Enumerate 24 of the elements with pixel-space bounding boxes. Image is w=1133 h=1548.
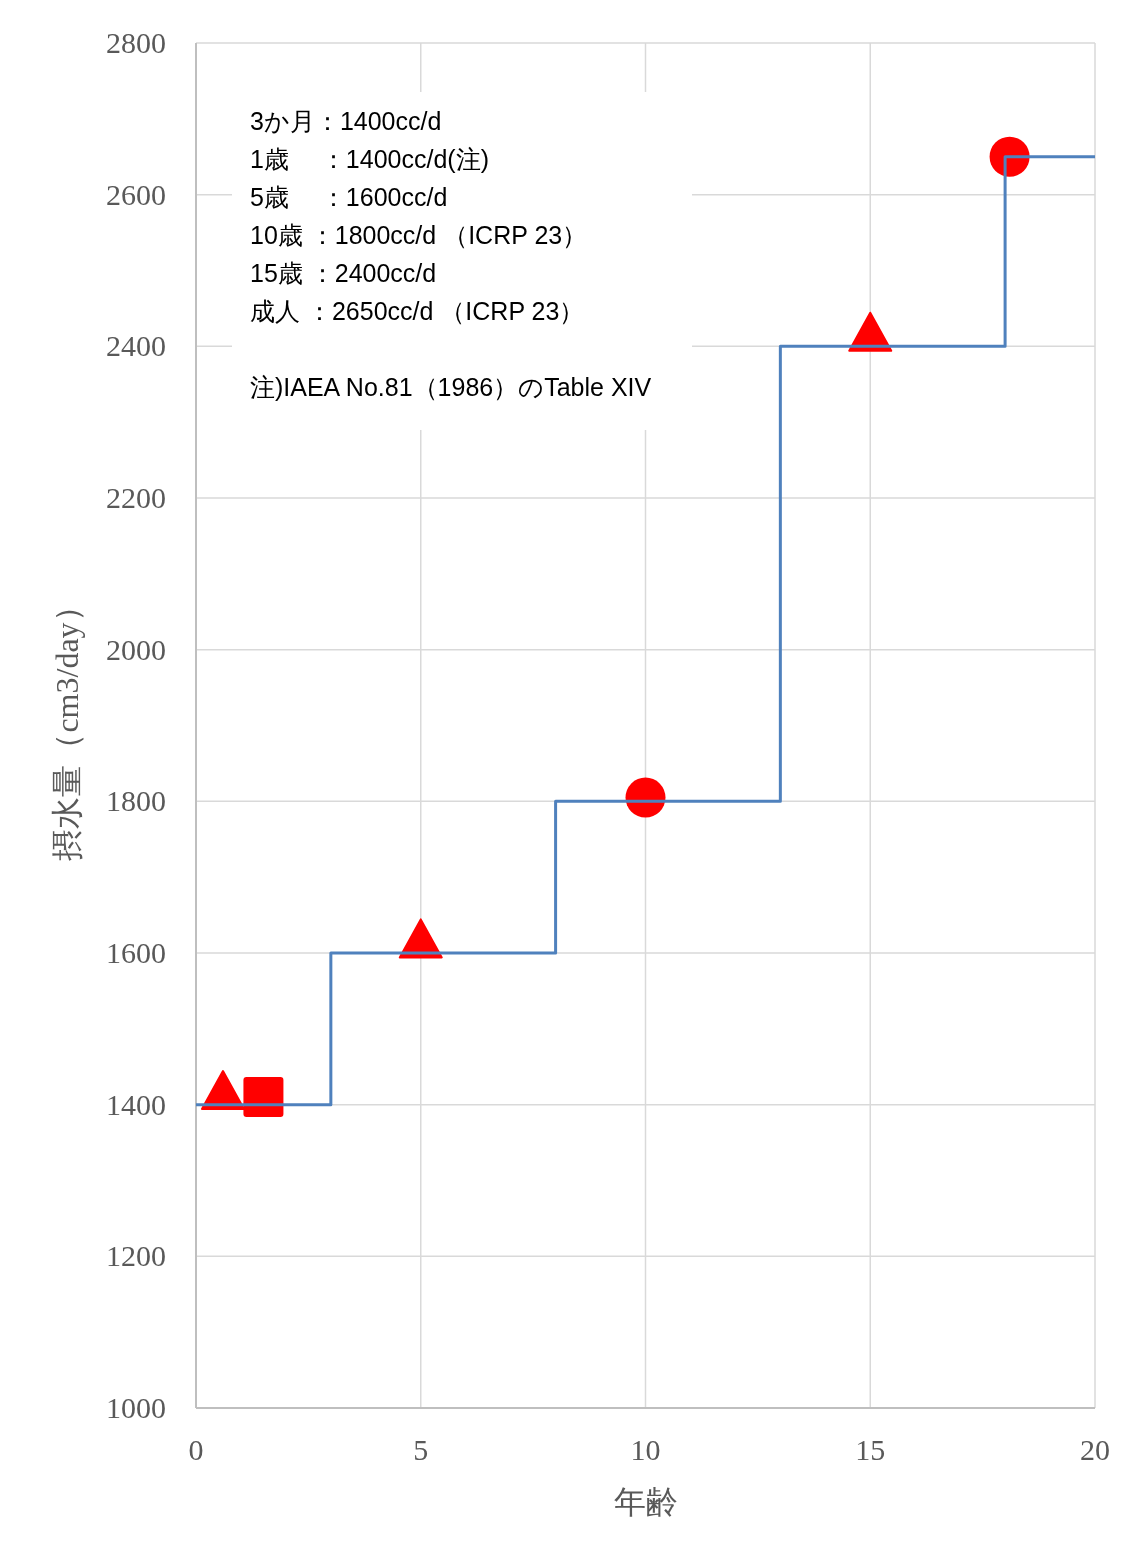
y-tick-label: 1400 [106,1087,166,1121]
x-axis-title: 年齢 [613,1484,678,1520]
annotation: 1歳 ：1400cc/d(注) [250,145,489,173]
y-tick-label: 1200 [106,1239,166,1273]
x-tick-label: 0 [188,1433,204,1466]
y-tick-label: 2800 [106,26,166,59]
x-tick-label: 5 [413,1433,429,1466]
y-axis-title: 摂水量（cm3/day） [49,590,85,861]
annotation: 3か月：1400cc/d [250,107,442,135]
annotation: 5歳 ：1600cc/d [250,183,448,211]
y-tick-label: 2600 [106,177,166,211]
y-tick-label: 2200 [106,481,166,514]
x-tick-label: 10 [630,1433,661,1466]
x-tick-label: 15 [855,1433,886,1466]
y-tick-label: 2400 [106,329,166,363]
y-tick-label: 1000 [106,1391,166,1424]
annotation: 注)IAEA No.81（1986）のTable XIV [250,373,652,401]
annotation: 成人 ：2650cc/d （ICRP 23） [250,297,585,325]
y-tick-label: 1800 [106,784,166,818]
x-tick-label: 20 [1080,1433,1110,1466]
y-tick-label: 1600 [106,936,166,969]
annotation: 10歳 ：1800cc/d （ICRP 23） [250,221,588,249]
y-tick-label: 2000 [106,632,166,666]
annotation: 15歳 ：2400cc/d [250,259,437,287]
